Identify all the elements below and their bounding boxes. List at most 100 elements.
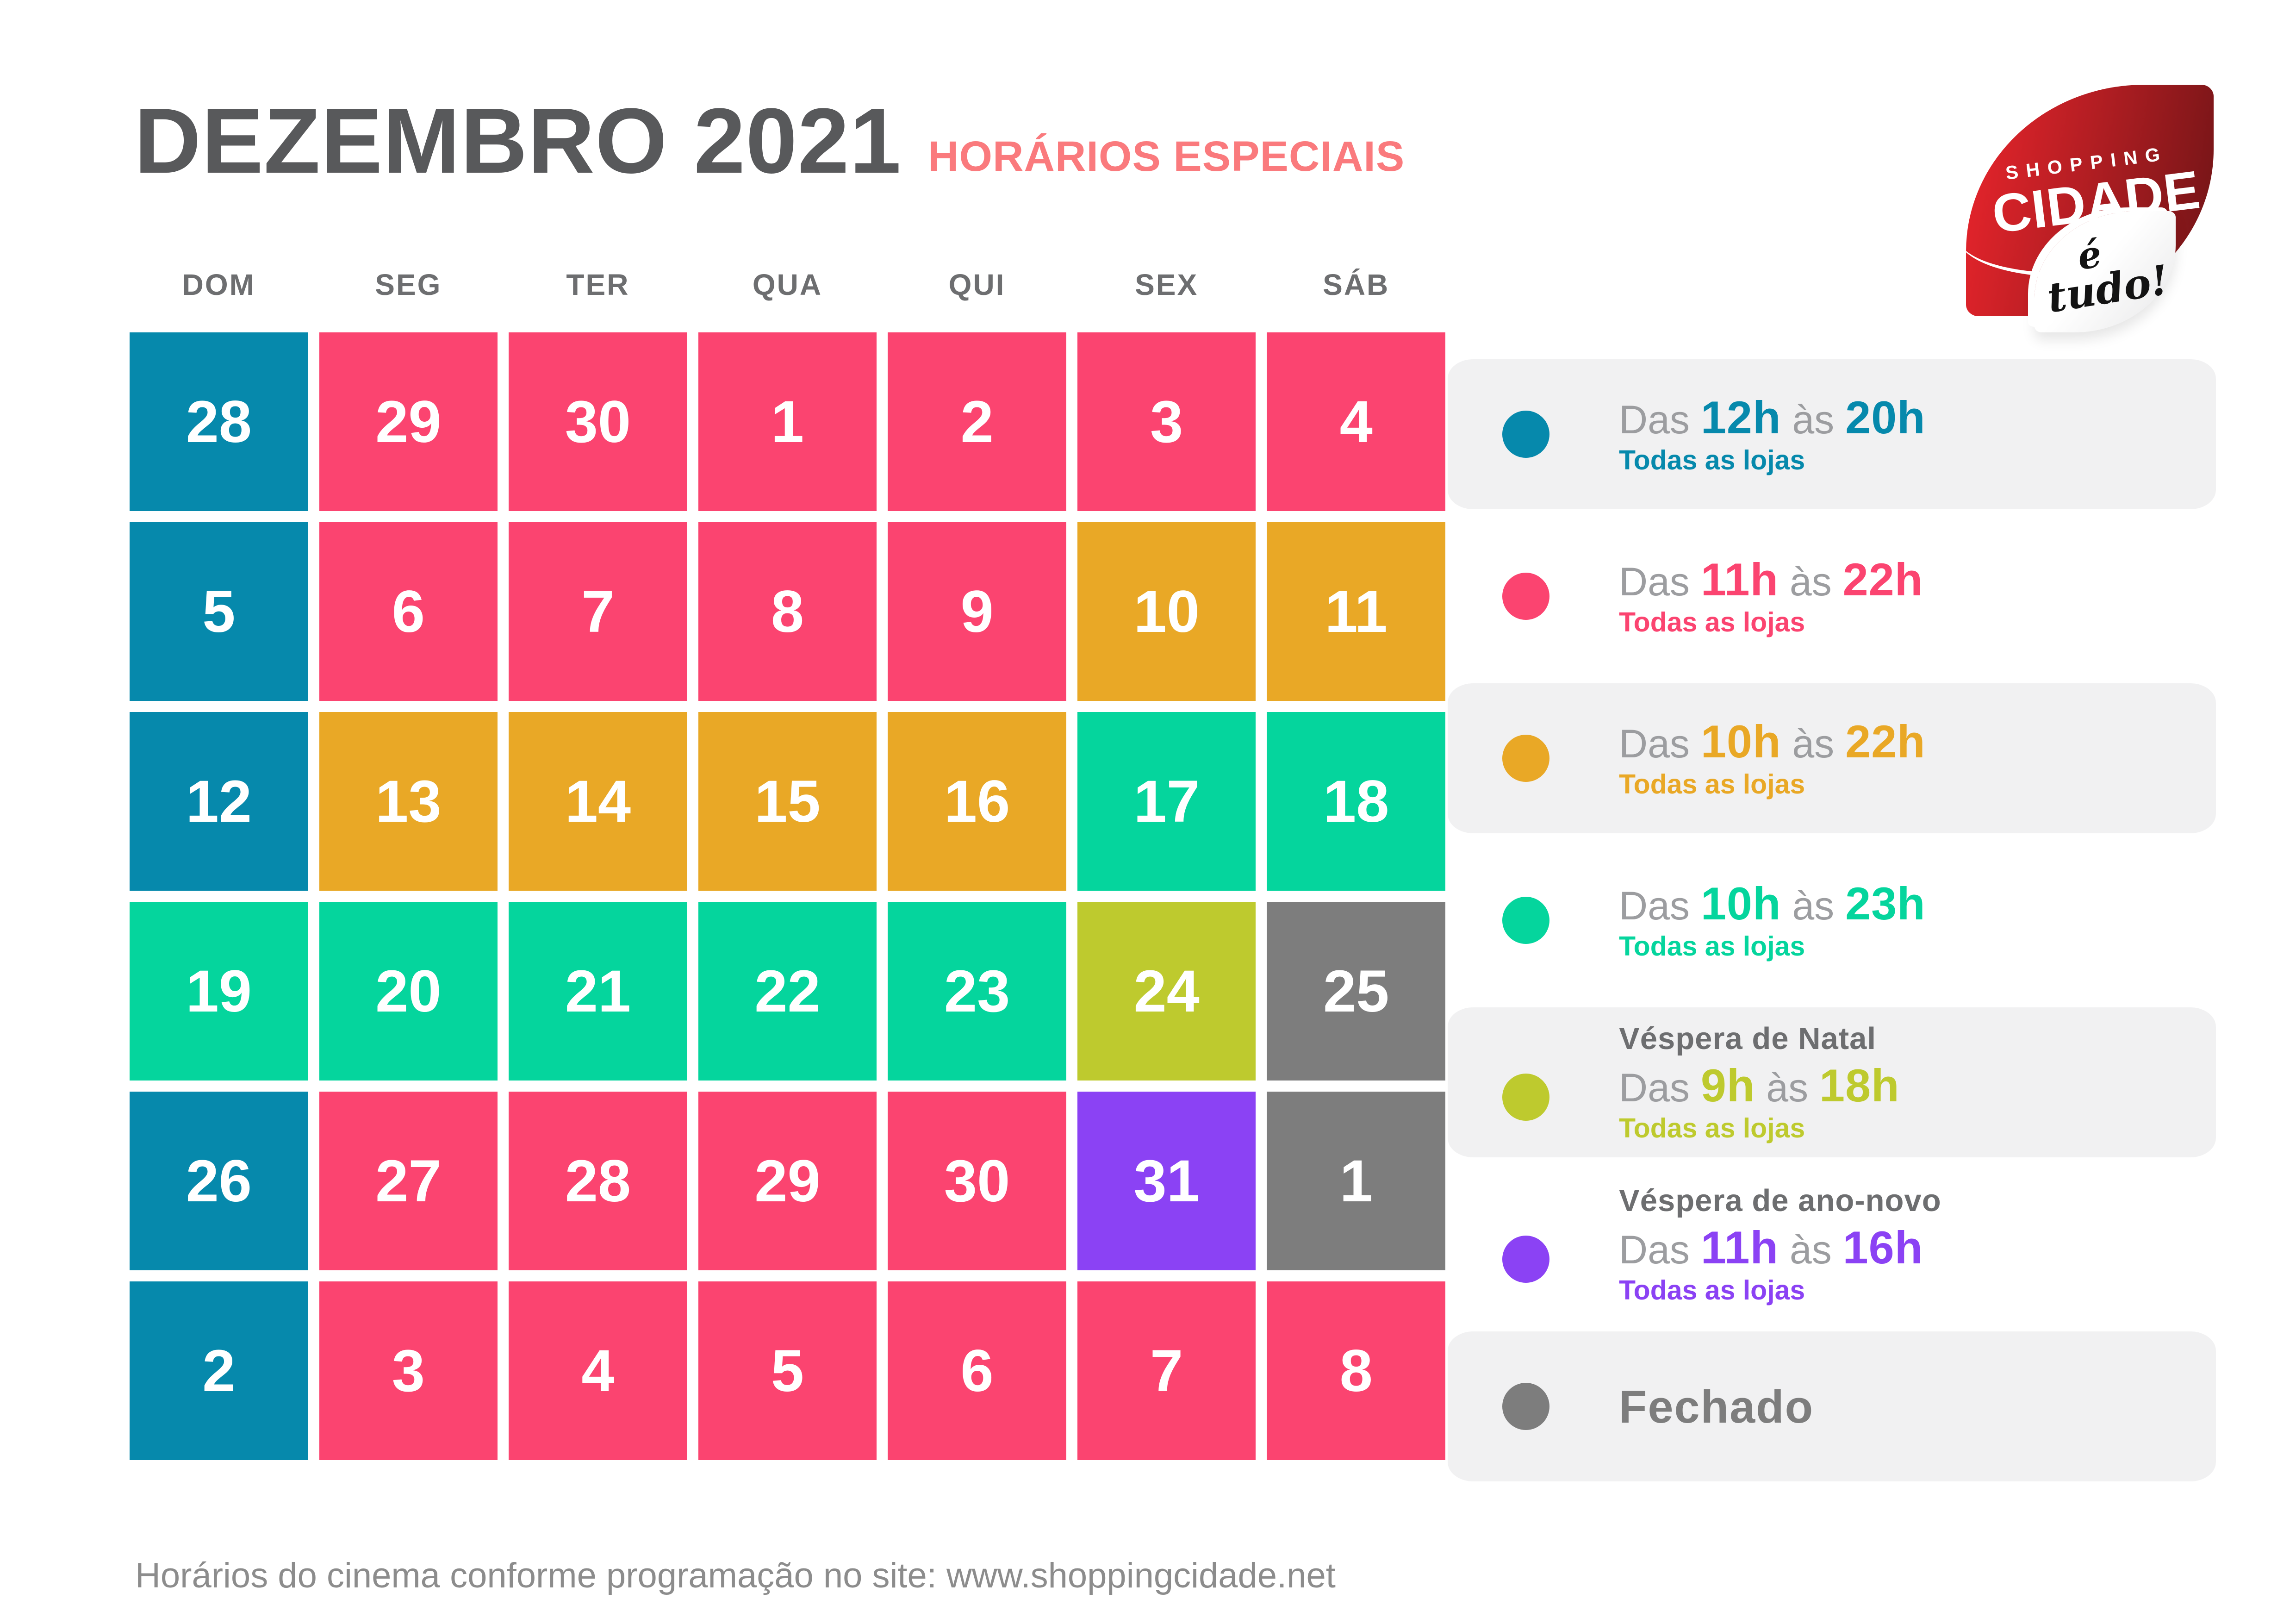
calendar-day-cell: 1 bbox=[1267, 1092, 1445, 1270]
calendar-day-cell: 7 bbox=[1077, 1281, 1256, 1460]
legend-hour-word: às bbox=[1778, 1227, 1843, 1272]
legend-item: Das 11h às 22h Todas as lojas bbox=[1448, 515, 2216, 677]
calendar-day-cell: 11 bbox=[1267, 522, 1445, 701]
calendar-day-cell: 27 bbox=[319, 1092, 498, 1270]
legend-closed-label: Fechado bbox=[1619, 1380, 1814, 1432]
legend-note: Todas as lojas bbox=[1619, 607, 1805, 637]
footer-note: Horários do cinema conforme programação … bbox=[135, 1556, 1336, 1595]
legend-hour-value: 9h bbox=[1700, 1059, 1755, 1111]
calendar-day-cell: 30 bbox=[888, 1092, 1066, 1270]
calendar-day-cell: 6 bbox=[319, 522, 498, 701]
shopping-cidade-logo: SHOPPING CIDADE é tudo! bbox=[1961, 64, 2225, 332]
legend-hour-value: 11h bbox=[1700, 554, 1779, 605]
calendar-day-cell: 23 bbox=[888, 902, 1066, 1081]
legend-event-title: Véspera de ano-novo bbox=[1619, 1183, 1941, 1218]
calendar-day-cell: 2 bbox=[130, 1281, 308, 1460]
weekday-label: TER bbox=[566, 268, 630, 301]
legend-item: Das 12h às 20h Todas as lojas bbox=[1448, 353, 2216, 515]
legend-color-dot bbox=[1502, 1383, 1549, 1430]
legend-note: Todas as lojas bbox=[1619, 769, 1805, 800]
calendar-day-cell: 30 bbox=[509, 332, 687, 511]
calendar-day-cell: 5 bbox=[130, 522, 308, 701]
legend-hour-word: às bbox=[1778, 560, 1843, 604]
calendar-day-cell: 21 bbox=[509, 902, 687, 1081]
weekday-header-row: DOM SEG TER QUA QUI SEX SÁB bbox=[130, 268, 1445, 302]
calendar-day-cell: 4 bbox=[509, 1281, 687, 1460]
legend-text: Das 11h às 22h Todas as lojas bbox=[1619, 556, 1923, 636]
legend-text: Véspera de Natal Das 9h às 18h Todas as lo… bbox=[1619, 1023, 1900, 1142]
legend-hour-value: 22h bbox=[1845, 716, 1926, 767]
legend-hours: Das 11h às 16h bbox=[1619, 1224, 1941, 1270]
calendar-day-cell: 29 bbox=[319, 332, 498, 511]
calendar-grid: 28 29 30 1 2 3 4 5 6 7 8 9 10 11 12 13 14 15 16 17 18 19 20 21 2… bbox=[130, 332, 1445, 1460]
legend: Das 12h às 20h Todas as lojas Das 11h às 2… bbox=[1448, 353, 2216, 1487]
legend-hours: Das 10h às 22h bbox=[1619, 718, 1926, 764]
calendar-day-cell: 22 bbox=[698, 902, 877, 1081]
legend-note: Todas as lojas bbox=[1619, 445, 1805, 475]
legend-hour-word: às bbox=[1755, 1065, 1820, 1110]
legend-text: Das 12h às 20h Todas as lojas bbox=[1619, 394, 1926, 474]
calendar-day-cell: 3 bbox=[1077, 332, 1256, 511]
legend-hours: Das 11h às 22h bbox=[1619, 556, 1923, 602]
legend-color-dot bbox=[1502, 1236, 1549, 1283]
calendar-day-cell: 20 bbox=[319, 902, 498, 1081]
legend-hour-word: Das bbox=[1619, 1227, 1701, 1272]
calendar-day-cell: 13 bbox=[319, 712, 498, 891]
legend-hour-word: Das bbox=[1619, 560, 1701, 604]
calendar-day-cell: 8 bbox=[698, 522, 877, 701]
weekday-label: SEX bbox=[1135, 268, 1199, 301]
weekday-label: DOM bbox=[182, 268, 255, 301]
legend-item: Fechado bbox=[1448, 1325, 2216, 1487]
weekday-label: SÁB bbox=[1323, 268, 1390, 301]
calendar-day-cell: 26 bbox=[130, 1092, 308, 1270]
legend-hour-word: às bbox=[1781, 398, 1846, 442]
legend-color-dot bbox=[1502, 1074, 1549, 1121]
legend-hour-value: 10h bbox=[1700, 716, 1781, 767]
calendar-day-cell: 2 bbox=[888, 332, 1066, 511]
legend-item: Véspera de ano-novo Das 11h às 16h Todas a… bbox=[1448, 1163, 2216, 1325]
calendar-day-cell: 29 bbox=[698, 1092, 877, 1270]
legend-note: Todas as lojas bbox=[1619, 1112, 1805, 1143]
calendar-day-cell: 6 bbox=[888, 1281, 1066, 1460]
legend-hour-value: 10h bbox=[1700, 878, 1781, 929]
legend-note: Todas as lojas bbox=[1619, 1274, 1805, 1305]
calendar-day-cell: 16 bbox=[888, 712, 1066, 891]
legend-hour-value: 20h bbox=[1845, 392, 1926, 443]
legend-note: Todas as lojas bbox=[1619, 931, 1805, 962]
legend-item: Das 10h às 22h Todas as lojas bbox=[1448, 677, 2216, 839]
calendar-day-cell: 3 bbox=[319, 1281, 498, 1460]
legend-hours: Das 9h às 18h bbox=[1619, 1062, 1900, 1108]
legend-item: Véspera de Natal Das 9h às 18h Todas as lo… bbox=[1448, 1001, 2216, 1163]
legend-color-dot bbox=[1502, 897, 1549, 944]
legend-color-dot bbox=[1502, 735, 1549, 782]
calendar-day-cell: 10 bbox=[1077, 522, 1256, 701]
calendar-day-cell: 18 bbox=[1267, 712, 1445, 891]
legend-color-dot bbox=[1502, 411, 1549, 458]
page-title: DEZEMBRO 2021 bbox=[134, 89, 902, 193]
legend-color-dot bbox=[1502, 573, 1549, 620]
calendar-day-cell: 17 bbox=[1077, 712, 1256, 891]
legend-hour-word: Das bbox=[1619, 1065, 1701, 1110]
calendar-day-cell: 15 bbox=[698, 712, 877, 891]
legend-hour-word: Das bbox=[1619, 722, 1701, 766]
calendar-day-cell: 28 bbox=[130, 332, 308, 511]
calendar-day-cell: 12 bbox=[130, 712, 308, 891]
calendar-day-cell: 5 bbox=[698, 1281, 877, 1460]
legend-text: Das 10h às 22h Todas as lojas bbox=[1619, 718, 1926, 798]
calendar-day-cell: 19 bbox=[130, 902, 308, 1081]
legend-hour-word: Das bbox=[1619, 398, 1701, 442]
calendar-day-cell: 14 bbox=[509, 712, 687, 891]
legend-hour-value: 18h bbox=[1819, 1059, 1900, 1111]
legend-hours: Das 10h às 23h bbox=[1619, 881, 1926, 926]
calendar-day-cell: 8 bbox=[1267, 1281, 1445, 1460]
legend-item: Das 10h às 23h Todas as lojas bbox=[1448, 839, 2216, 1001]
weekday-label: QUI bbox=[948, 268, 1006, 301]
legend-hour-value: 23h bbox=[1845, 878, 1926, 929]
page-subtitle: HORÁRIOS ESPECIAIS bbox=[928, 133, 1405, 180]
legend-hour-word: Das bbox=[1619, 884, 1701, 928]
legend-text: Das 10h às 23h Todas as lojas bbox=[1619, 881, 1926, 960]
calendar-day-cell: 7 bbox=[509, 522, 687, 701]
calendar-day-cell: 24 bbox=[1077, 902, 1256, 1081]
legend-text: Véspera de ano-novo Das 11h às 16h Todas a… bbox=[1619, 1185, 1941, 1304]
